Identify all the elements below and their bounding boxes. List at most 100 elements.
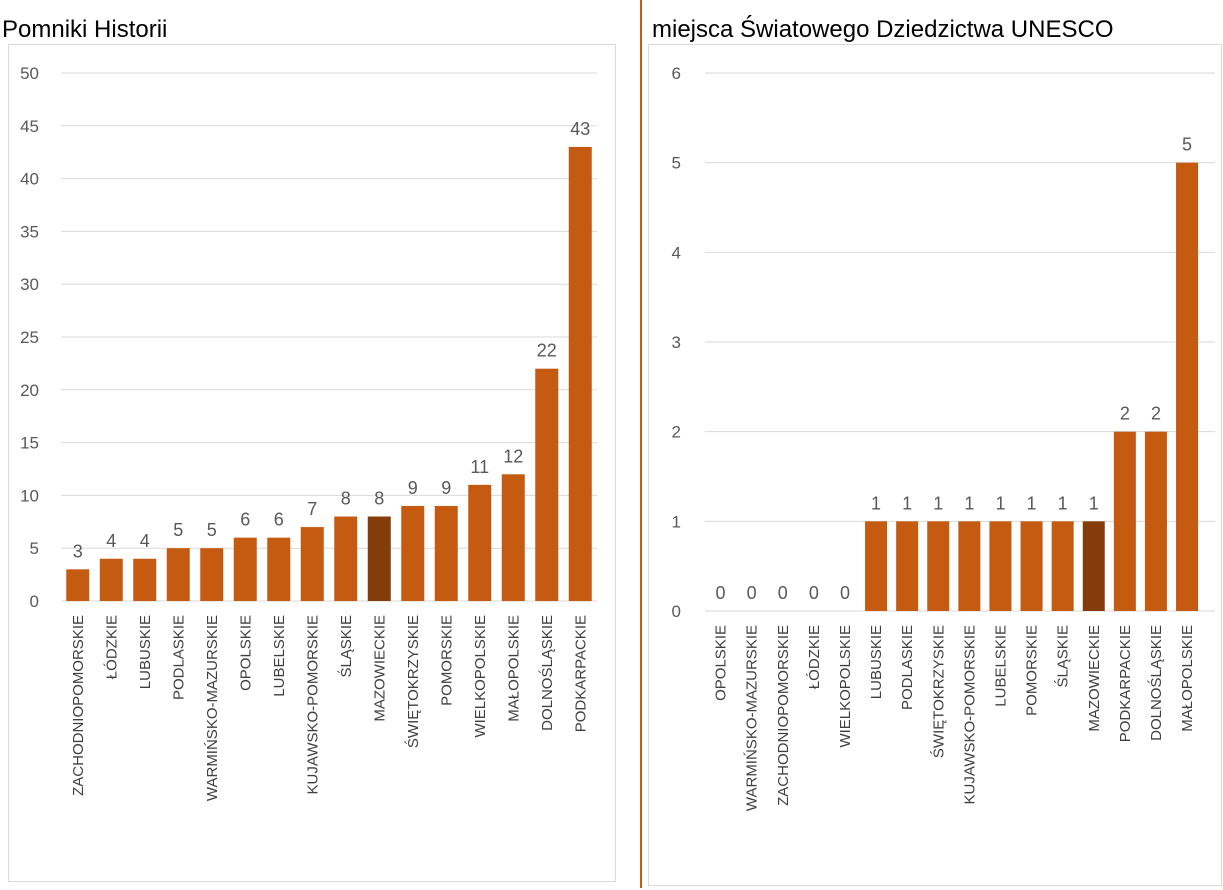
pomniki-y-tick-label: 35 xyxy=(20,222,39,241)
pomniki-bar-zachodniopomorskie xyxy=(66,569,90,601)
pomniki-value-label-swietokrzyskie: 9 xyxy=(408,478,418,498)
pomniki-value-label-malopolskie: 12 xyxy=(503,446,523,466)
unesco-y-tick-label: 2 xyxy=(672,423,681,442)
unesco-category-label-mazowieckie: MAZOWIECKIE xyxy=(1086,625,1103,732)
unesco-value-label-lodzkie: 0 xyxy=(809,583,819,603)
pomniki-y-tick-label: 5 xyxy=(30,539,39,558)
pomniki-y-tick-label: 40 xyxy=(20,170,39,189)
unesco-bar-podkarpackie xyxy=(1113,431,1136,611)
pomniki-category-label-kujawsko-pomorskie: KUJAWSKO-POMORSKIE xyxy=(304,615,321,794)
unesco-y-tick-label: 1 xyxy=(672,512,681,531)
unesco-bar-kujawsko-pomorskie xyxy=(958,521,981,611)
pomniki-y-tick-label: 0 xyxy=(30,592,39,611)
unesco-category-label-opolskie: OPOLSKIE xyxy=(713,625,730,701)
unesco-bar-lubuskie xyxy=(865,521,888,611)
pomniki-value-label-podkarpackie: 43 xyxy=(570,119,590,139)
unesco-category-label-slaskie: ŚLĄSKIE xyxy=(1054,625,1072,688)
unesco-category-label-kujawsko-pomorskie: KUJAWSKO-POMORSKIE xyxy=(961,625,978,804)
unesco-category-label-lubuskie: LUBUSKIE xyxy=(868,625,885,699)
unesco-category-label-podkarpackie: PODKARPACKIE xyxy=(1117,625,1134,742)
pomniki-bar-slaskie xyxy=(334,516,358,601)
unesco-value-label-warminsko-mazurskie: 0 xyxy=(747,583,757,603)
pomniki-value-label-lubelskie: 6 xyxy=(274,510,284,530)
unesco-category-label-swietokrzyskie: ŚWIĘTOKRZYSKIE xyxy=(929,625,947,758)
pomniki-category-label-lubuskie: LUBUSKIE xyxy=(137,615,154,689)
unesco-value-label-swietokrzyskie: 1 xyxy=(933,493,943,513)
unesco-value-label-zachodniopomorskie: 0 xyxy=(778,583,788,603)
unesco-value-label-podkarpackie: 2 xyxy=(1120,404,1130,424)
unesco-y-tick-label: 5 xyxy=(672,154,681,173)
chart-pomniki: 0 5 10 15 20 25 30 35 40 45 50 3 ZACHODNIOPOMORSKIE 4… xyxy=(8,44,616,882)
pomniki-bar-wielkopolskie xyxy=(468,484,492,601)
unesco-value-label-dolnoslaskie: 2 xyxy=(1151,404,1161,424)
pomniki-category-label-podkarpackie: PODKARPACKIE xyxy=(572,615,589,732)
pomniki-category-label-slaskie: ŚLĄSKIE xyxy=(337,615,355,678)
pomniki-value-label-kujawsko-pomorskie: 7 xyxy=(307,499,317,519)
pomniki-y-tick-label: 30 xyxy=(20,275,39,294)
unesco-category-label-lubelskie: LUBELSKIE xyxy=(992,625,1009,707)
pomniki-value-label-pomorskie: 9 xyxy=(441,478,451,498)
pomniki-category-label-swietokrzyskie: ŚWIĘTOKRZYSKIE xyxy=(404,615,422,748)
pomniki-y-tick-label: 50 xyxy=(20,64,39,83)
pomniki-category-label-podlaskie: PODLASKIE xyxy=(170,615,187,700)
chart-title-unesco: miejsca Światowego Dziedzictwa UNESCO xyxy=(652,16,1114,43)
unesco-y-tick-label: 4 xyxy=(672,243,681,262)
unesco-bar-swietokrzyskie xyxy=(927,521,950,611)
pomniki-category-label-lubelskie: LUBELSKIE xyxy=(271,615,288,697)
unesco-bar-podlaskie xyxy=(896,521,919,611)
pomniki-category-label-mazowieckie: MAZOWIECKIE xyxy=(371,615,388,722)
pomniki-category-label-lodzkie: ŁÓDZKIE xyxy=(103,615,120,679)
pomniki-value-label-mazowieckie: 8 xyxy=(374,489,384,509)
unesco-value-label-opolskie: 0 xyxy=(716,583,726,603)
unesco-bar-slaskie xyxy=(1051,521,1074,611)
chart-title-pomniki: Pomniki Historii xyxy=(2,16,168,43)
unesco-bar-pomorskie xyxy=(1020,521,1043,611)
pomniki-category-label-wielkopolskie: WIELKOPOLSKIE xyxy=(472,615,489,738)
pomniki-bar-malopolskie xyxy=(501,474,525,601)
unesco-bar-malopolskie xyxy=(1176,162,1199,611)
unesco-value-label-podlaskie: 1 xyxy=(902,493,912,513)
pomniki-category-label-pomorskie: POMORSKIE xyxy=(438,615,455,706)
pomniki-bar-swietokrzyskie xyxy=(401,505,425,601)
pomniki-y-tick-label: 10 xyxy=(20,486,39,505)
chart-unesco-svg: 0 1 2 3 4 5 6 0 OPOLSKIE 0 WARMIŃSKO-MAZURSKIE 0 ZAC… xyxy=(672,64,1215,811)
unesco-category-label-malopolskie: MAŁOPOLSKIE xyxy=(1179,625,1196,732)
pomniki-value-label-wielkopolskie: 11 xyxy=(470,457,489,477)
unesco-category-label-warminsko-mazurskie: WARMIŃSKO-MAZURSKIE xyxy=(744,625,761,811)
unesco-value-label-lubelskie: 1 xyxy=(995,493,1005,513)
chart-pomniki-svg: 051015202530354045503ZACHODNIOPOMORSKIE4… xyxy=(20,64,597,801)
unesco-bar-dolnoslaskie xyxy=(1144,431,1167,611)
unesco-value-label-lubuskie: 1 xyxy=(871,493,881,513)
pomniki-category-label-dolnoslaskie: DOLNOŚLĄSKIE xyxy=(538,615,556,731)
unesco-value-label-mazowieckie: 1 xyxy=(1089,493,1099,513)
pomniki-bar-lubuskie xyxy=(133,558,157,601)
unesco-category-label-zachodniopomorskie: ZACHODNIOPOMORSKIE xyxy=(775,625,792,806)
unesco-value-label-pomorskie: 1 xyxy=(1027,493,1037,513)
pomniki-value-label-opolskie: 6 xyxy=(240,510,250,530)
unesco-y-tick-label: 6 xyxy=(672,64,681,83)
pomniki-bar-podlaskie xyxy=(166,548,190,601)
unesco-y-tick-label: 3 xyxy=(672,333,681,352)
pomniki-value-label-dolnoslaskie: 22 xyxy=(537,341,557,361)
unesco-y-tick-label: 0 xyxy=(672,602,681,621)
unesco-value-label-slaskie: 1 xyxy=(1058,493,1068,513)
pomniki-bar-lodzkie xyxy=(99,558,123,601)
pomniki-bar-kujawsko-pomorskie xyxy=(300,527,324,601)
pomniki-category-label-zachodniopomorskie: ZACHODNIOPOMORSKIE xyxy=(70,615,87,796)
unesco-bar-lubelskie xyxy=(989,521,1012,611)
pomniki-bar-pomorskie xyxy=(434,505,458,601)
pomniki-bar-podkarpackie xyxy=(568,146,592,602)
unesco-bar-mazowieckie xyxy=(1082,521,1105,611)
pomniki-bar-opolskie xyxy=(233,537,257,601)
pomniki-y-tick-label: 25 xyxy=(20,328,39,347)
pomniki-bar-warminsko-mazurskie xyxy=(200,548,224,601)
chart-divider xyxy=(640,0,642,888)
unesco-category-label-dolnoslaskie: DOLNOŚLĄSKIE xyxy=(1147,625,1165,741)
pomniki-category-label-opolskie: OPOLSKIE xyxy=(237,615,254,691)
pomniki-y-tick-label: 15 xyxy=(20,434,39,453)
pomniki-value-label-slaskie: 8 xyxy=(341,489,351,509)
chart-unesco: 0 1 2 3 4 5 6 0 OPOLSKIE 0 WARMIŃSKO-MAZURSKIE 0 ZAC… xyxy=(648,44,1222,886)
pomniki-y-tick-label: 45 xyxy=(20,117,39,136)
pomniki-value-label-podlaskie: 5 xyxy=(173,520,183,540)
unesco-value-label-malopolskie: 5 xyxy=(1182,135,1192,155)
